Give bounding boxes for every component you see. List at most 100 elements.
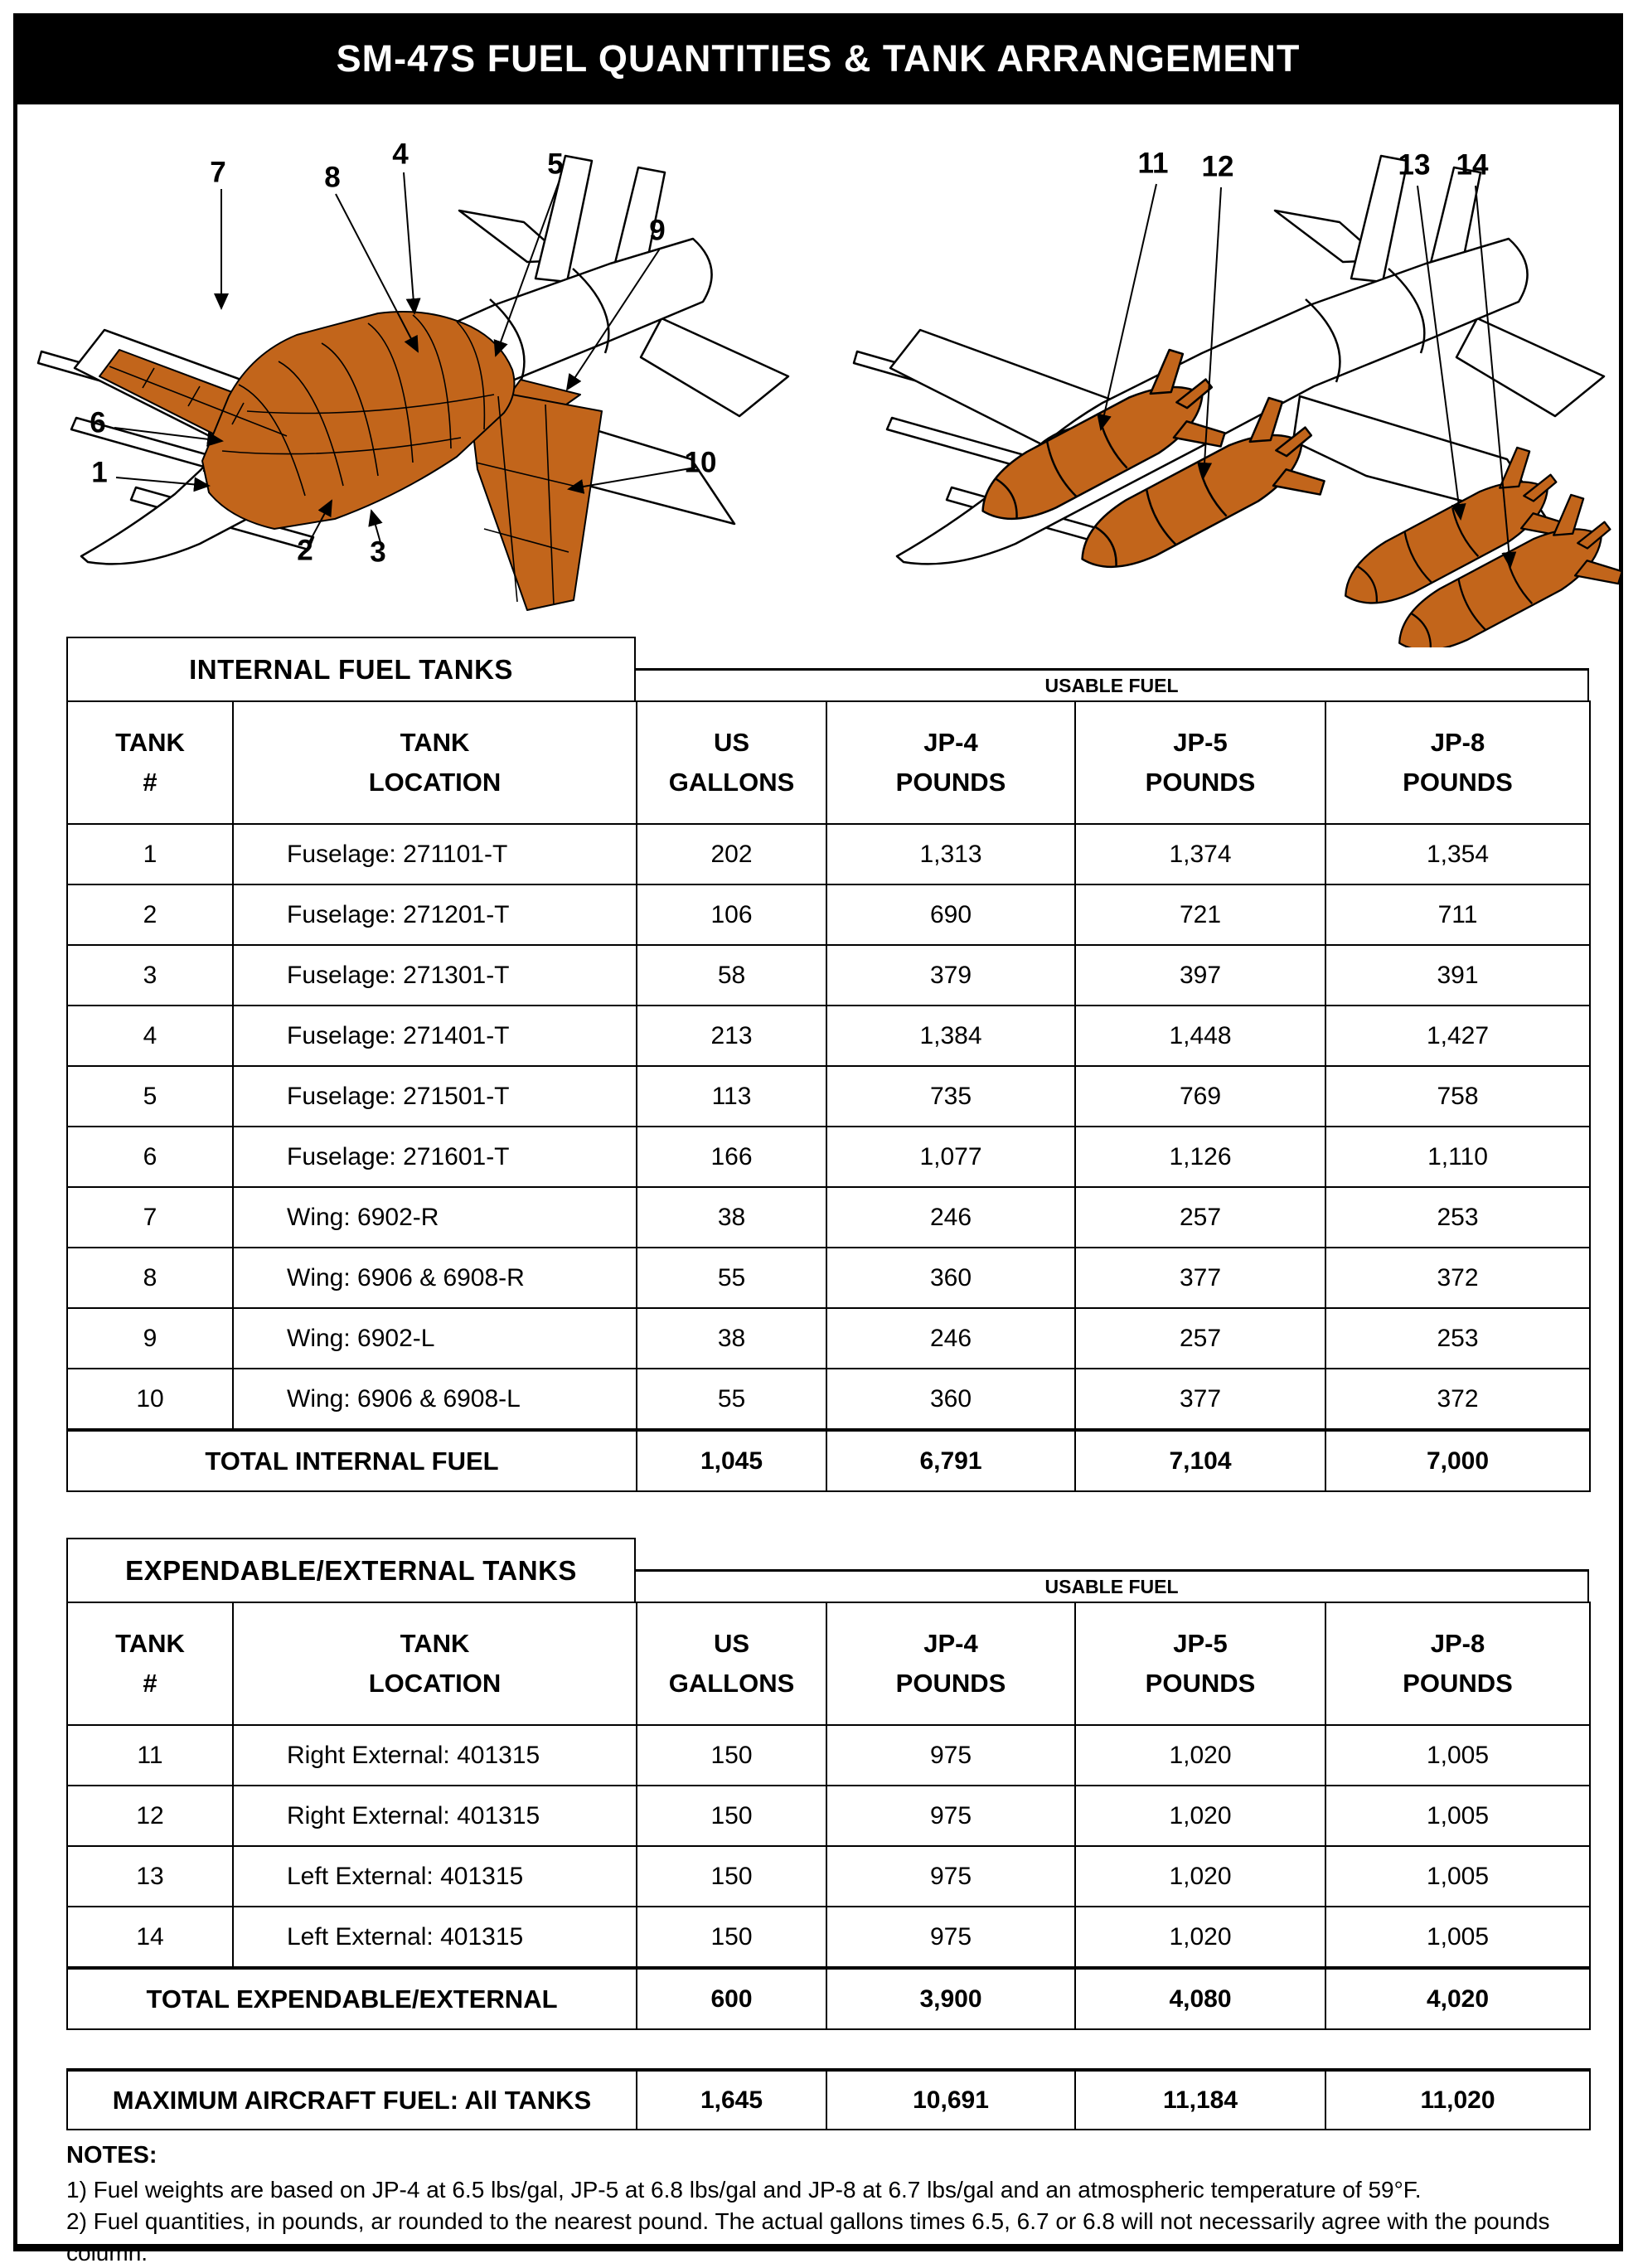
fuel-value-cell: 1,020 bbox=[1074, 1845, 1326, 1907]
notes-heading: NOTES: bbox=[66, 2142, 158, 2169]
tank-callout-2: 2 bbox=[297, 534, 313, 567]
total-row: TOTAL EXPENDABLE/EXTERNAL 600 3,900 4,080 4,… bbox=[66, 1966, 1591, 2030]
external-tanks-diagram: 11 12 13 14 bbox=[846, 104, 1636, 689]
column-header: TANK LOCATION bbox=[232, 700, 637, 825]
table-row: 10 Wing: 6906 & 6908-L 55 360 377 372 bbox=[66, 1368, 1591, 1431]
fuel-value-cell: 1,020 bbox=[1074, 1724, 1326, 1786]
internal-fuel-table: TANK # TANK LOCATION US GALLONS JP-4 POUNDS… bbox=[66, 700, 1591, 1492]
table-row: 11 Right External: 401315 150 975 1,020 1,005 bbox=[66, 1724, 1591, 1786]
fuel-value-cell: 1,005 bbox=[1325, 1906, 1591, 1969]
column-header: JP-5 POUNDS bbox=[1074, 700, 1326, 825]
fuel-value-cell: 1,005 bbox=[1325, 1724, 1591, 1786]
table-row: 14 Left External: 401315 150 975 1,020 1,005 bbox=[66, 1906, 1591, 1969]
tank-callout-5: 5 bbox=[547, 148, 564, 181]
total-value-cell: 7,104 bbox=[1074, 1428, 1326, 1492]
column-header: TANK LOCATION bbox=[232, 1602, 637, 1726]
table-row: 2 Fuselage: 271201-T 106 690 721 711 bbox=[66, 884, 1591, 946]
fuel-value-cell: 113 bbox=[636, 1065, 827, 1127]
tank-number-cell: 9 bbox=[66, 1307, 234, 1369]
tank-callout-11: 11 bbox=[1137, 147, 1169, 180]
tank-number-cell: 1 bbox=[66, 823, 234, 885]
fuel-value-cell: 1,448 bbox=[1074, 1005, 1326, 1067]
tank-number-cell: 5 bbox=[66, 1065, 234, 1127]
fuel-value-cell: 150 bbox=[636, 1845, 827, 1907]
column-header: JP-8 POUNDS bbox=[1325, 700, 1591, 825]
tank-location-cell: Fuselage: 271501-T bbox=[232, 1065, 637, 1127]
table-row: 3 Fuselage: 271301-T 58 379 397 391 bbox=[66, 944, 1591, 1006]
total-value-cell: 1,045 bbox=[636, 1428, 827, 1492]
fuel-value-cell: 1,020 bbox=[1074, 1906, 1326, 1969]
total-value-cell: 7,000 bbox=[1325, 1428, 1591, 1492]
title-banner: SM-47S FUEL QUANTITIES & TANK ARRANGEMEN… bbox=[13, 13, 1623, 104]
column-header: TANK # bbox=[66, 700, 234, 825]
external-table-title: EXPENDABLE/EXTERNAL TANKS bbox=[66, 1538, 636, 1602]
tank-location-cell: Fuselage: 271301-T bbox=[232, 944, 637, 1006]
fuel-value-cell: 372 bbox=[1325, 1368, 1591, 1431]
column-header: JP-5 POUNDS bbox=[1074, 1602, 1326, 1726]
tank-location-cell: Fuselage: 271401-T bbox=[232, 1005, 637, 1067]
tank-number-cell: 8 bbox=[66, 1247, 234, 1309]
fuel-value-cell: 1,126 bbox=[1074, 1126, 1326, 1188]
tank-callout-10: 10 bbox=[684, 446, 717, 479]
internal-tanks-art bbox=[36, 154, 790, 611]
fuel-value-cell: 758 bbox=[1325, 1065, 1591, 1127]
fuel-value-cell: 377 bbox=[1074, 1368, 1326, 1431]
fuel-value-cell: 690 bbox=[826, 884, 1076, 946]
fuel-value-cell: 1,110 bbox=[1325, 1126, 1591, 1188]
tank-location-cell: Wing: 6902-L bbox=[232, 1307, 637, 1369]
tank-number-cell: 13 bbox=[66, 1845, 234, 1907]
external-fuel-table: TANK # TANK LOCATION US GALLONS JP-4 POUNDS… bbox=[66, 1602, 1591, 2030]
tank-callout-4: 4 bbox=[392, 138, 409, 171]
tank-location-cell: Wing: 6906 & 6908-R bbox=[232, 1247, 637, 1309]
fuel-value-cell: 106 bbox=[636, 884, 827, 946]
fuel-value-cell: 360 bbox=[826, 1247, 1076, 1309]
internal-table-title: INTERNAL FUEL TANKS bbox=[66, 637, 636, 700]
leader-lines bbox=[1097, 183, 1517, 569]
fuel-value-cell: 975 bbox=[826, 1724, 1076, 1786]
tank-location-cell: Right External: 401315 bbox=[232, 1724, 637, 1786]
tank-location-cell: Wing: 6906 & 6908-L bbox=[232, 1368, 637, 1431]
column-header: US GALLONS bbox=[636, 700, 827, 825]
tank-rib-lines bbox=[109, 314, 581, 606]
column-header: JP-4 POUNDS bbox=[826, 700, 1076, 825]
tank-number-cell: 6 bbox=[66, 1126, 234, 1188]
fuel-value-cell: 150 bbox=[636, 1785, 827, 1847]
table-row: 4 Fuselage: 271401-T 213 1,384 1,448 1,427 bbox=[66, 1005, 1591, 1067]
tank-number-cell: 12 bbox=[66, 1785, 234, 1847]
tank-callout-9: 9 bbox=[649, 214, 666, 247]
maximum-fuel-table-section: MAXIMUM AIRCRAFT FUEL: All TANKS 1,645 10,… bbox=[65, 2068, 1592, 2130]
maximum-value-cell: 11,020 bbox=[1325, 2068, 1592, 2130]
fuel-value-cell: 735 bbox=[826, 1065, 1076, 1127]
internal-table-header: INTERNAL FUEL TANKS USABLE FUEL bbox=[66, 637, 1589, 700]
column-header: TANK # bbox=[66, 1602, 234, 1726]
fuel-value-cell: 360 bbox=[826, 1368, 1076, 1431]
note-item: 2) Fuel quantities, in pounds, ar rounde… bbox=[66, 2208, 1550, 2266]
notes-section: NOTES: 1) Fuel weights are based on JP-4… bbox=[66, 2142, 1558, 2268]
total-value-cell: 600 bbox=[636, 1966, 827, 2030]
fuel-value-cell: 253 bbox=[1325, 1186, 1591, 1248]
tank-number-cell: 14 bbox=[66, 1906, 234, 1969]
total-value-cell: 3,900 bbox=[826, 1966, 1076, 2030]
maximum-value-cell: 1,645 bbox=[636, 2068, 828, 2130]
fuel-value-cell: 1,427 bbox=[1325, 1005, 1591, 1067]
leader-lines bbox=[114, 172, 696, 546]
tank-callout-3: 3 bbox=[370, 536, 386, 569]
total-value-cell: 6,791 bbox=[826, 1428, 1076, 1492]
fuel-value-cell: 202 bbox=[636, 823, 827, 885]
total-label: TOTAL INTERNAL FUEL bbox=[66, 1428, 637, 1492]
fuel-value-cell: 150 bbox=[636, 1906, 827, 1969]
fuel-value-cell: 397 bbox=[1074, 944, 1326, 1006]
table-row: 8 Wing: 6906 & 6908-R 55 360 377 372 bbox=[66, 1247, 1591, 1309]
fuel-value-cell: 1,005 bbox=[1325, 1785, 1591, 1847]
tank-callout-6: 6 bbox=[90, 406, 106, 439]
total-value-cell: 4,020 bbox=[1325, 1966, 1591, 2030]
fuel-value-cell: 391 bbox=[1325, 944, 1591, 1006]
tank-callout-12: 12 bbox=[1201, 150, 1234, 183]
maximum-value-cell: 10,691 bbox=[826, 2068, 1077, 2130]
tank-location-cell: Wing: 6902-R bbox=[232, 1186, 637, 1248]
fuel-value-cell: 975 bbox=[826, 1845, 1076, 1907]
tank-location-cell: Fuselage: 271601-T bbox=[232, 1126, 637, 1188]
usable-fuel-header: USABLE FUEL bbox=[634, 1569, 1589, 1602]
tank-callout-7: 7 bbox=[210, 156, 226, 189]
column-header: JP-4 POUNDS bbox=[826, 1602, 1076, 1726]
